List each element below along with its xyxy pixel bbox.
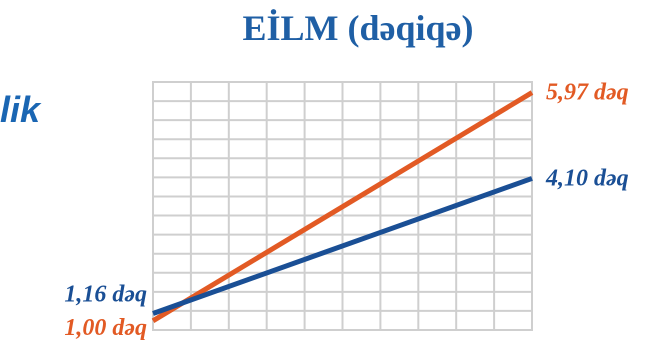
series-line-blue [152, 176, 533, 316]
chart-lines [151, 90, 534, 323]
chart-title: EİLM (dəqiqə) [242, 8, 474, 48]
series-line-orange [151, 90, 534, 323]
data-label-start: 1,16 dəq [64, 281, 147, 307]
chart-grid [152, 81, 533, 331]
chart-data-labels: 1,00 dəq 5,97 dəq 1,16 dəq 4,10 dəq [64, 80, 628, 341]
data-label-start: 1,00 dəq [64, 315, 147, 341]
data-label-end: 4,10 dəq [545, 165, 629, 191]
data-label-end: 5,97 dəq [546, 80, 629, 106]
cropped-heading-fragment: lik [0, 89, 41, 130]
